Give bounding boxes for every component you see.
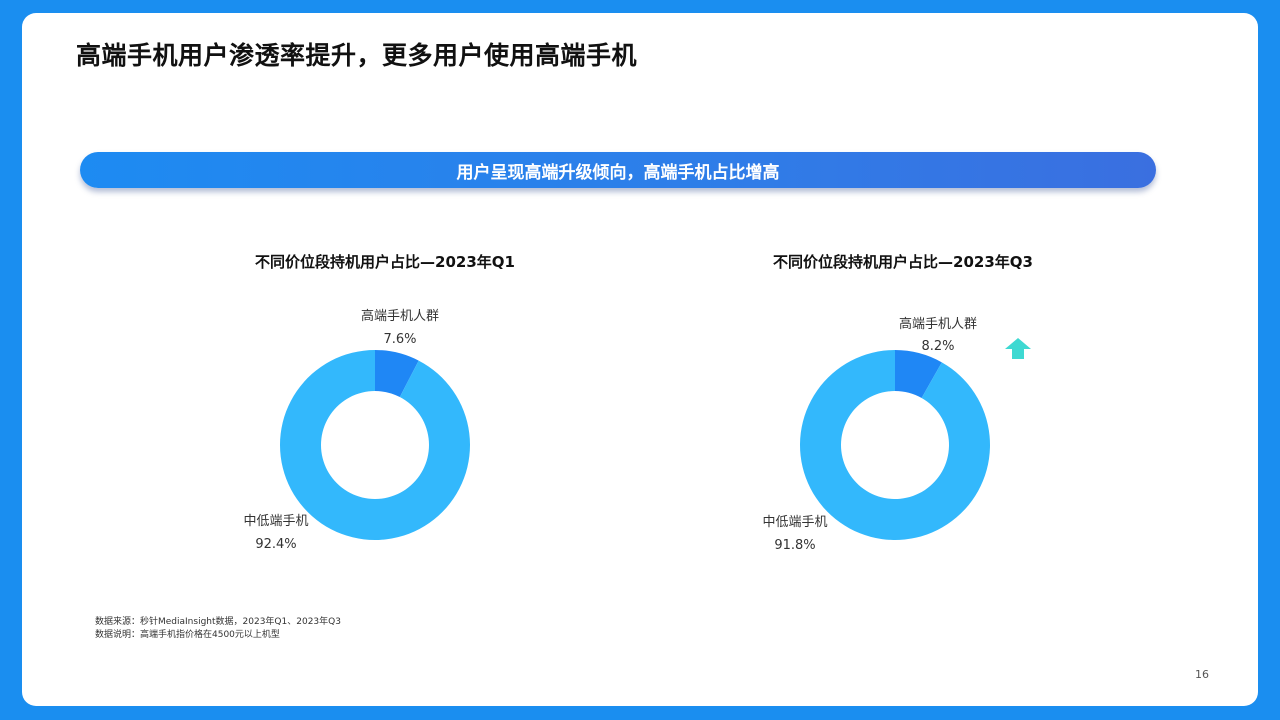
chart-title: 不同价位段持机用户占比—2023年Q1 bbox=[255, 253, 515, 271]
slice-label-high-end: 高端手机人群 bbox=[361, 308, 439, 324]
donut-chart-q3-svg: 不同价位段持机用户占比—2023年Q3 高端手机人群 8.2% 中低端手机 91… bbox=[762, 253, 1033, 553]
slice-high-end bbox=[375, 350, 419, 398]
slice-high-end bbox=[895, 350, 942, 399]
slice-value-high-end: 7.6% bbox=[383, 332, 416, 347]
slice-value-mid-low: 92.4% bbox=[255, 537, 296, 552]
slide-card bbox=[22, 13, 1258, 706]
chart-title: 不同价位段持机用户占比—2023年Q3 bbox=[773, 253, 1033, 271]
slice-label-mid-low: 中低端手机 bbox=[762, 515, 827, 530]
footnote-note: 数据说明：高端手机指价格在4500元以上机型 bbox=[95, 630, 280, 640]
slice-label-mid-low: 中低端手机 bbox=[243, 514, 308, 529]
up-arrow-icon bbox=[1005, 338, 1031, 359]
banner-text: 用户呈现高端升级倾向，高端手机占比增高 bbox=[456, 162, 780, 183]
donut-chart-q3: 不同价位段持机用户占比—2023年Q3 高端手机人群 8.2% 中低端手机 91… bbox=[640, 232, 1160, 572]
page-title: 高端手机用户渗透率提升，更多用户使用高端手机 bbox=[76, 41, 638, 70]
slice-mid-low bbox=[800, 350, 990, 540]
slice-value-high-end: 8.2% bbox=[921, 339, 954, 354]
donut-chart-q1-svg: 不同价位段持机用户占比—2023年Q1 高端手机人群 7.6% 中低端手机 92… bbox=[243, 253, 515, 552]
slice-mid-low bbox=[280, 350, 470, 540]
footnotes: 数据来源：秒针MediaInsight数据，2023年Q1、2023年Q3 数据… bbox=[95, 616, 341, 642]
page-number: 16 bbox=[1195, 668, 1209, 681]
up-arrow-shape bbox=[1005, 338, 1031, 359]
donut-chart-q1: 不同价位段持机用户占比—2023年Q1 高端手机人群 7.6% 中低端手机 92… bbox=[120, 232, 640, 572]
headline-banner: 用户呈现高端升级倾向，高端手机占比增高 bbox=[80, 152, 1156, 188]
slice-label-high-end: 高端手机人群 bbox=[899, 316, 977, 332]
footnote-source: 数据来源：秒针MediaInsight数据，2023年Q1、2023年Q3 bbox=[95, 617, 341, 627]
slice-value-mid-low: 91.8% bbox=[774, 538, 815, 553]
